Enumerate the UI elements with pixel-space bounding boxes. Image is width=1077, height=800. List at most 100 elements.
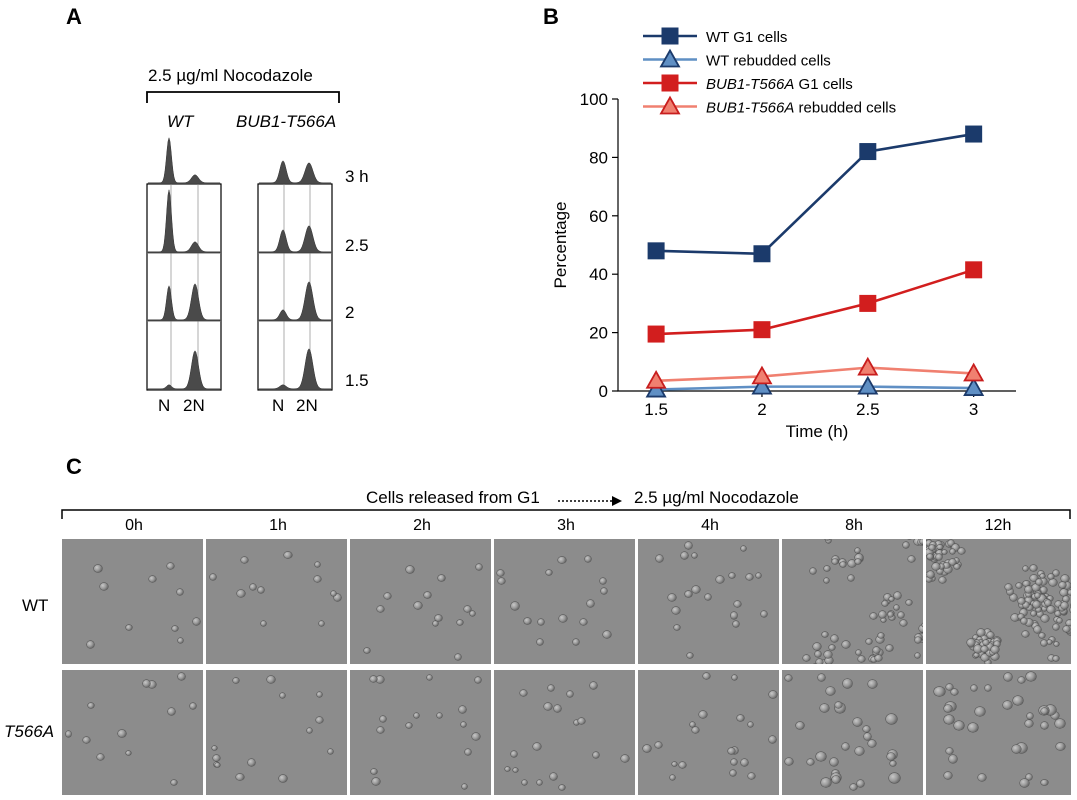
yeast-cell xyxy=(747,722,754,728)
yeast-cell xyxy=(438,574,445,581)
yeast-cell xyxy=(1032,622,1040,630)
yeast-cell xyxy=(573,720,579,725)
panel-b-label: B xyxy=(543,4,559,29)
yeast-cell xyxy=(279,693,286,698)
yeast-cell xyxy=(1046,639,1052,645)
micrograph xyxy=(782,670,923,795)
yeast-cell xyxy=(862,725,870,733)
yeast-cell xyxy=(521,780,528,785)
yeast-cell xyxy=(1025,773,1032,780)
yeast-cell xyxy=(538,619,545,625)
yeast-cell xyxy=(740,545,746,551)
yeast-cell xyxy=(372,777,380,785)
yeast-cell xyxy=(460,722,467,728)
yeast-cell xyxy=(832,559,838,565)
yeast-cell xyxy=(520,689,528,696)
yeast-cell xyxy=(888,612,894,617)
yeast-cell xyxy=(1049,579,1057,586)
micrograph xyxy=(638,670,779,795)
micrograph xyxy=(782,539,923,664)
yeast-cell xyxy=(1040,587,1047,594)
yeast-cell xyxy=(1025,597,1033,604)
yeast-cell xyxy=(559,615,567,623)
yeast-cell xyxy=(856,780,865,788)
micrograph xyxy=(494,539,635,664)
yeast-cell xyxy=(1019,609,1028,617)
yeast-cell xyxy=(214,762,221,768)
legend-marker xyxy=(659,48,681,68)
yeast-cell xyxy=(1056,743,1065,751)
yeast-cell xyxy=(1023,580,1030,587)
yeast-cell xyxy=(1020,617,1028,624)
yeast-cell xyxy=(1069,606,1071,614)
yeast-cell xyxy=(980,654,989,662)
yeast-cell xyxy=(755,572,761,578)
yeast-cell xyxy=(893,605,899,611)
yeast-cell xyxy=(977,629,985,637)
yeast-cell xyxy=(177,637,184,643)
yeast-cell xyxy=(1026,604,1033,611)
yeast-cell xyxy=(1024,585,1033,593)
yeast-cell xyxy=(865,638,872,644)
yeast-cell xyxy=(1063,626,1071,633)
yeast-cell xyxy=(316,691,323,697)
yeast-cell xyxy=(915,634,922,641)
yeast-cell xyxy=(149,575,156,583)
data-point xyxy=(751,365,773,385)
yeast-cell xyxy=(1005,583,1012,590)
yeast-cell xyxy=(691,727,699,734)
yeast-cell xyxy=(1061,575,1070,583)
yeast-cell xyxy=(1049,636,1055,642)
yeast-cell xyxy=(825,656,834,664)
yeast-cell xyxy=(679,761,687,769)
yeast-cell xyxy=(983,639,989,645)
yeast-cell xyxy=(703,672,711,680)
yeast-cell xyxy=(685,590,692,597)
yeast-cell xyxy=(1031,593,1038,599)
mutant-dna-histogram xyxy=(258,160,332,185)
yeast-cell xyxy=(376,675,384,683)
panel-a-label: A xyxy=(66,4,82,29)
yeast-cell xyxy=(471,733,480,741)
wt-dna-histogram xyxy=(147,283,221,322)
mutant-xaxis-2n: 2N xyxy=(296,396,318,415)
yeast-cell xyxy=(142,679,151,687)
yeast-cell xyxy=(926,571,935,578)
yeast-cell xyxy=(65,731,72,737)
mutant-xaxis-n: N xyxy=(272,396,285,415)
yeast-cell xyxy=(1018,614,1024,620)
yeast-cell xyxy=(867,680,877,689)
yeast-cell xyxy=(873,647,880,654)
yeast-cell xyxy=(906,599,913,606)
data-point xyxy=(859,294,877,312)
yeast-cell xyxy=(1033,626,1041,633)
yeast-cell xyxy=(559,784,566,791)
yeast-cell xyxy=(1030,564,1037,571)
yeast-cell xyxy=(967,638,975,646)
legend-entry: BUB1-T566A G1 cells xyxy=(706,76,853,93)
yeast-cell xyxy=(1026,592,1032,597)
yeast-cell xyxy=(990,638,997,645)
yeast-cell xyxy=(83,737,90,743)
yeast-cell xyxy=(927,554,933,560)
yeast-cell xyxy=(958,547,965,554)
yeast-cell xyxy=(584,556,592,563)
yeast-cell xyxy=(1036,611,1044,618)
yeast-cell xyxy=(284,551,292,559)
yeast-cell xyxy=(821,631,828,638)
wt-dna-histogram xyxy=(147,136,221,185)
data-point xyxy=(857,375,879,395)
yeast-cell xyxy=(512,767,519,773)
yeast-cell xyxy=(1041,722,1049,729)
yeast-cell xyxy=(889,772,901,783)
yeast-cell xyxy=(985,648,994,656)
yeast-cell xyxy=(668,594,677,602)
yeast-cell xyxy=(557,556,566,564)
timepoint-label: 2h xyxy=(413,517,431,534)
yeast-cell xyxy=(934,686,945,696)
yeast-cell xyxy=(944,705,952,712)
panel-c-bracket xyxy=(61,509,1071,519)
yeast-cell xyxy=(1019,778,1030,788)
series-line xyxy=(656,132,974,256)
micrograph xyxy=(926,670,1071,795)
